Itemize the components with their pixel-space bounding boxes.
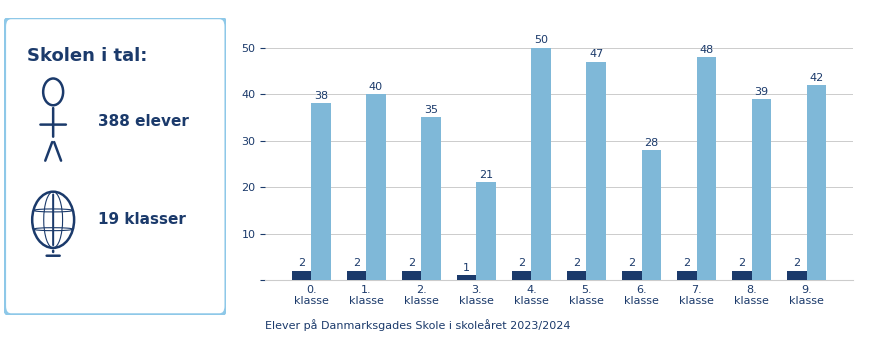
Text: 47: 47 [588,49,602,60]
Bar [401,271,421,280]
Bar [421,117,440,280]
Bar [292,271,311,280]
Text: 48: 48 [699,45,713,55]
Bar [640,150,660,280]
Bar [456,275,476,280]
Bar [751,99,770,280]
Bar [531,48,550,280]
Text: 40: 40 [368,82,382,92]
Text: 21: 21 [479,170,493,180]
Bar [621,271,640,280]
Text: 2: 2 [793,258,799,268]
Bar [476,182,495,280]
Text: 2: 2 [682,258,690,268]
Text: 388 elever: 388 elever [97,114,189,129]
Text: Elever på Danmarksgades Skole i skoleåret 2023/2024: Elever på Danmarksgades Skole i skoleåre… [265,319,570,331]
FancyBboxPatch shape [4,18,226,315]
Bar [786,271,806,280]
Bar [677,271,696,280]
Bar [347,271,366,280]
Text: 2: 2 [353,258,360,268]
Text: 28: 28 [643,138,658,148]
Bar [512,271,531,280]
Text: 19 klasser: 19 klasser [97,212,185,227]
Text: 42: 42 [808,72,822,83]
Text: 2: 2 [627,258,634,268]
Bar [696,57,715,280]
Bar [311,104,330,280]
Text: 38: 38 [314,91,328,101]
Text: 39: 39 [753,86,767,97]
Bar [366,94,385,280]
Text: 35: 35 [423,105,437,115]
Text: 2: 2 [518,258,525,268]
Text: 50: 50 [534,35,547,46]
Bar [732,271,751,280]
Text: 1: 1 [463,263,470,273]
Bar [567,271,586,280]
Text: 2: 2 [738,258,745,268]
Text: 2: 2 [573,258,580,268]
Text: 2: 2 [408,258,415,268]
Legend: Klasser, Elever: Klasser, Elever [714,349,846,350]
Text: 2: 2 [298,258,305,268]
Bar [586,62,605,280]
Bar [806,85,825,280]
Text: Skolen i tal:: Skolen i tal: [27,47,147,65]
